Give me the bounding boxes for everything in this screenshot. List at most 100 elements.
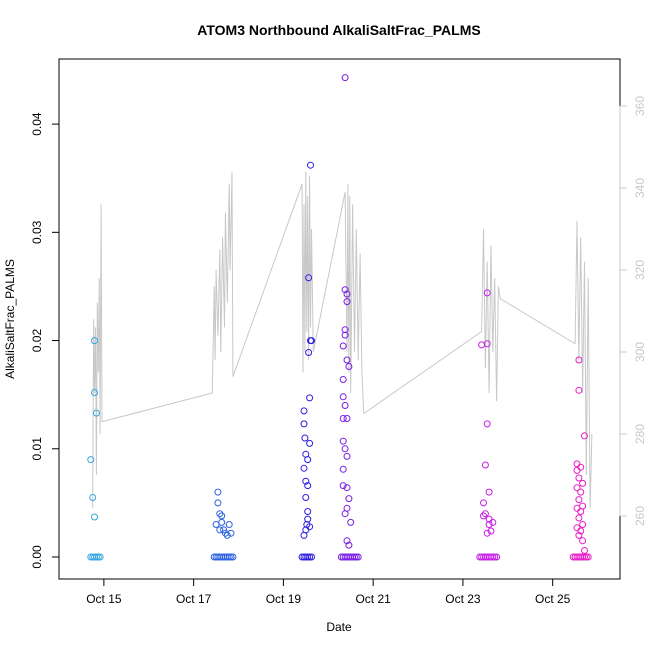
data-point xyxy=(575,356,583,364)
y-tick-label: 0.04 xyxy=(30,112,44,136)
data-point xyxy=(343,415,351,422)
data-point xyxy=(91,389,98,396)
data-point xyxy=(307,161,314,169)
data-point xyxy=(227,529,235,537)
data-point xyxy=(300,464,308,472)
chart-title: ATOM3 Northbound AlkaliSaltFrac_PALMS xyxy=(197,22,480,38)
data-point xyxy=(345,363,353,370)
data-point xyxy=(214,499,222,507)
data-point xyxy=(341,331,349,339)
data-point xyxy=(483,289,491,297)
data-point xyxy=(343,537,351,545)
data-point xyxy=(218,518,226,526)
data-point xyxy=(304,553,312,561)
x-axis: Oct 15 Oct 17 Oct 19 Oct 21 Oct 23 Oct 25 xyxy=(86,578,571,606)
data-point xyxy=(225,521,233,528)
data-point xyxy=(345,495,353,503)
data-point xyxy=(308,337,315,345)
data-point xyxy=(493,553,501,561)
data-point xyxy=(582,553,590,561)
data-point xyxy=(577,488,585,496)
data-point xyxy=(339,342,347,350)
data-point xyxy=(91,513,98,521)
data-point xyxy=(306,553,314,561)
data-point xyxy=(579,479,587,487)
data-point xyxy=(216,510,224,518)
x-tick-label: Oct 23 xyxy=(445,592,481,606)
data-point xyxy=(96,553,104,561)
data-point xyxy=(481,510,489,518)
data-point xyxy=(300,420,308,428)
data-point xyxy=(343,356,351,364)
data-point xyxy=(485,521,493,528)
data-point xyxy=(575,514,583,522)
data-point xyxy=(579,537,587,545)
data-point xyxy=(480,499,487,507)
x-tick-label: Oct 15 xyxy=(86,592,122,606)
data-point xyxy=(89,494,97,501)
data-point xyxy=(92,409,100,417)
data-point xyxy=(306,439,314,447)
x-tick-label: Oct 25 xyxy=(535,592,571,606)
data-point xyxy=(216,526,224,534)
data-point xyxy=(341,326,349,334)
data-point xyxy=(577,463,585,471)
data-point xyxy=(91,337,98,345)
data-point xyxy=(341,445,349,453)
data-point xyxy=(581,432,588,440)
data-point xyxy=(573,484,581,492)
data-point xyxy=(347,518,355,526)
y-tick-label: 0.03 xyxy=(30,220,44,244)
data-point xyxy=(354,553,362,561)
data-point xyxy=(489,553,497,561)
data-point xyxy=(577,508,585,515)
data-point xyxy=(87,456,95,464)
data-point xyxy=(343,484,351,492)
data-point xyxy=(487,527,495,535)
data-point xyxy=(352,553,360,561)
data-point xyxy=(584,553,592,561)
data-point xyxy=(302,494,310,501)
data-point xyxy=(339,482,347,490)
data-point xyxy=(339,437,347,445)
y2-tick-label: 360 xyxy=(633,96,647,116)
data-point xyxy=(343,452,351,460)
y-tick-label: 0.02 xyxy=(30,329,44,353)
data-point xyxy=(483,340,491,348)
data-point xyxy=(304,456,312,464)
data-point xyxy=(575,386,583,394)
data-point xyxy=(229,553,237,561)
data-point xyxy=(306,523,314,531)
data-point xyxy=(308,553,315,561)
y2-tick-label: 260 xyxy=(633,506,647,526)
data-point xyxy=(339,465,347,473)
y-axis: 0.00 0.01 0.02 0.03 0.04 xyxy=(30,112,60,569)
data-point xyxy=(214,488,222,496)
data-point xyxy=(92,553,100,561)
data-point xyxy=(481,461,489,469)
x-tick-label: Oct 21 xyxy=(355,592,391,606)
data-point xyxy=(577,527,585,535)
data-point xyxy=(341,510,349,518)
data-point xyxy=(343,290,351,298)
data-point xyxy=(301,434,309,442)
y2-tick-label: 320 xyxy=(633,260,647,280)
data-point xyxy=(489,518,497,526)
data-point xyxy=(227,553,235,561)
x-axis-label: Date xyxy=(326,620,352,634)
data-point xyxy=(575,496,583,504)
data-point xyxy=(341,286,349,294)
data-point xyxy=(339,376,347,383)
data-point xyxy=(343,298,351,306)
data-point xyxy=(579,521,587,528)
data-point xyxy=(220,526,228,534)
data-point xyxy=(300,407,308,415)
data-point xyxy=(480,512,487,520)
data-point xyxy=(223,531,231,539)
data-point xyxy=(341,74,349,82)
y2-tick-label: 340 xyxy=(633,178,647,198)
y-tick-label: 0.01 xyxy=(30,437,44,461)
data-point xyxy=(485,488,493,496)
